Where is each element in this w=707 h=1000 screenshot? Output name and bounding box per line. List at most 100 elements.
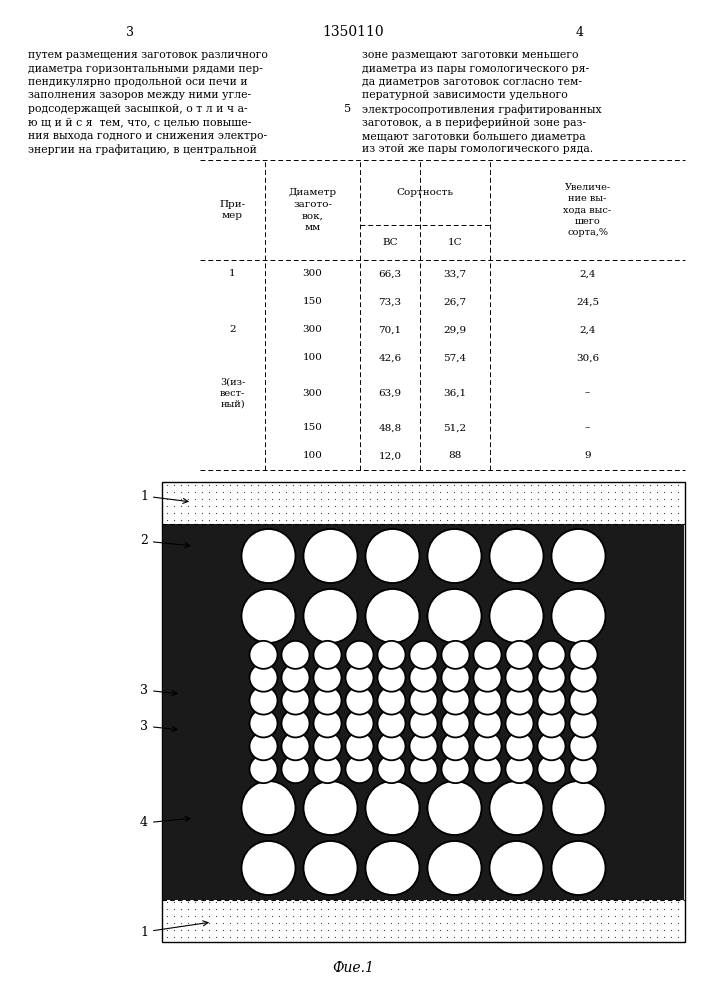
Circle shape <box>303 589 358 643</box>
Text: 57,4: 57,4 <box>443 354 467 362</box>
Text: диаметра горизонтальными рядами пер-: диаметра горизонтальными рядами пер- <box>28 64 263 74</box>
Text: 1: 1 <box>140 921 208 938</box>
Circle shape <box>313 664 341 692</box>
Circle shape <box>551 589 605 643</box>
Circle shape <box>378 664 406 692</box>
Circle shape <box>506 709 534 737</box>
Circle shape <box>303 781 358 835</box>
Circle shape <box>489 841 544 895</box>
Circle shape <box>409 664 438 692</box>
Circle shape <box>346 664 373 692</box>
Circle shape <box>441 641 469 669</box>
Text: электросопротивления графитированных: электросопротивления графитированных <box>362 104 602 115</box>
Circle shape <box>489 589 544 643</box>
Circle shape <box>366 781 419 835</box>
Bar <box>162 482 685 942</box>
Circle shape <box>441 755 469 783</box>
Text: Диаметр
загото-
вок,
мм: Диаметр загото- вок, мм <box>288 188 337 232</box>
Circle shape <box>506 687 534 715</box>
Text: заполнения зазоров между ними угле-: заполнения зазоров между ними угле- <box>28 91 251 101</box>
Circle shape <box>489 781 544 835</box>
Text: заготовок, а в периферийной зоне раз-: заготовок, а в периферийной зоне раз- <box>362 117 586 128</box>
Circle shape <box>441 709 469 737</box>
Circle shape <box>506 755 534 783</box>
Circle shape <box>537 732 566 760</box>
Circle shape <box>570 755 597 783</box>
Circle shape <box>378 755 406 783</box>
Circle shape <box>346 709 373 737</box>
Circle shape <box>570 641 597 669</box>
Text: из этой же пары гомологического ряда.: из этой же пары гомологического ряда. <box>362 144 593 154</box>
Circle shape <box>428 589 481 643</box>
Circle shape <box>409 687 438 715</box>
Circle shape <box>366 529 419 583</box>
Text: 1: 1 <box>140 489 188 503</box>
Text: 3: 3 <box>140 684 177 696</box>
Circle shape <box>250 732 278 760</box>
Text: 100: 100 <box>303 354 322 362</box>
Circle shape <box>378 709 406 737</box>
Circle shape <box>537 755 566 783</box>
Text: 100: 100 <box>303 452 322 460</box>
Text: 88: 88 <box>448 452 462 460</box>
Circle shape <box>346 732 373 760</box>
Circle shape <box>378 687 406 715</box>
Text: 66,3: 66,3 <box>378 269 402 278</box>
Circle shape <box>551 529 605 583</box>
Circle shape <box>346 641 373 669</box>
Text: ВС: ВС <box>382 238 398 247</box>
Circle shape <box>303 841 358 895</box>
Circle shape <box>441 732 469 760</box>
Text: 3: 3 <box>126 25 134 38</box>
Text: ния выхода годного и снижения электро-: ния выхода годного и снижения электро- <box>28 131 267 141</box>
Circle shape <box>281 664 310 692</box>
Circle shape <box>303 529 358 583</box>
Text: 2,4: 2,4 <box>579 269 596 278</box>
Bar <box>163 524 684 900</box>
Circle shape <box>281 709 310 737</box>
Circle shape <box>313 755 341 783</box>
Circle shape <box>281 732 310 760</box>
Text: Фие.1: Фие.1 <box>332 961 374 975</box>
Text: 3(из-
вест-
ный): 3(из- вест- ный) <box>220 377 245 409</box>
Text: 70,1: 70,1 <box>378 326 402 334</box>
Text: энергии на графитацию, в центральной: энергии на графитацию, в центральной <box>28 144 257 155</box>
Circle shape <box>537 664 566 692</box>
Circle shape <box>551 841 605 895</box>
Text: При-
мер: При- мер <box>219 200 245 220</box>
Text: диаметра из пары гомологического ря-: диаметра из пары гомологического ря- <box>362 64 589 74</box>
Text: 33,7: 33,7 <box>443 269 467 278</box>
Circle shape <box>250 687 278 715</box>
Text: –: – <box>585 388 590 397</box>
Circle shape <box>242 781 296 835</box>
Text: 9: 9 <box>584 452 591 460</box>
Text: 29,9: 29,9 <box>443 326 467 334</box>
Text: 51,2: 51,2 <box>443 424 467 432</box>
Circle shape <box>474 709 501 737</box>
Circle shape <box>242 589 296 643</box>
Circle shape <box>537 687 566 715</box>
Text: 300: 300 <box>303 269 322 278</box>
Circle shape <box>551 781 605 835</box>
Text: 3: 3 <box>140 720 177 732</box>
Text: 4: 4 <box>576 25 584 38</box>
Circle shape <box>570 732 597 760</box>
Circle shape <box>346 755 373 783</box>
Text: Сортность: Сортность <box>397 188 453 197</box>
Text: 1С: 1С <box>448 238 462 247</box>
Circle shape <box>570 709 597 737</box>
Circle shape <box>506 664 534 692</box>
Text: 1: 1 <box>229 269 236 278</box>
Circle shape <box>537 709 566 737</box>
Text: пературной зависимости удельного: пературной зависимости удельного <box>362 91 568 101</box>
Circle shape <box>441 664 469 692</box>
Text: 36,1: 36,1 <box>443 388 467 397</box>
Text: 2,4: 2,4 <box>579 326 596 334</box>
Circle shape <box>313 687 341 715</box>
Circle shape <box>409 732 438 760</box>
Text: 42,6: 42,6 <box>378 354 402 362</box>
Circle shape <box>281 687 310 715</box>
Circle shape <box>250 709 278 737</box>
Text: 26,7: 26,7 <box>443 298 467 306</box>
Circle shape <box>378 641 406 669</box>
